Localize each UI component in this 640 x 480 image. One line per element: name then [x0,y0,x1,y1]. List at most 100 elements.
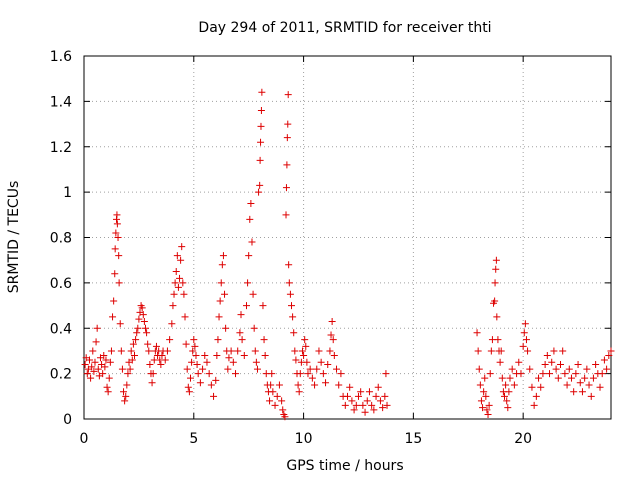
data-point [306,365,314,373]
data-point [319,370,327,378]
data-point [543,351,551,359]
data-point [372,392,380,400]
data-point [141,324,149,332]
data-point [248,238,256,246]
data-point [607,347,615,355]
data-point [528,383,536,391]
data-point [99,370,107,378]
data-point [232,370,240,378]
data-point [115,252,123,260]
x-tick-label: 5 [189,431,198,447]
data-point [583,365,591,373]
data-point [574,361,582,369]
data-point [116,320,124,328]
data-point [89,347,97,355]
data-point [493,313,501,321]
data-point [225,354,233,362]
data-point [508,365,516,373]
data-point [381,392,389,400]
data-point [114,234,122,241]
y-tick-label: 1 [63,185,72,201]
data-point [370,406,378,414]
data-point [524,347,532,355]
data-point [196,379,204,387]
data-point [229,358,237,366]
data-point [295,388,303,396]
data-point [127,347,135,355]
data-point [475,365,483,373]
data-point [113,211,121,219]
data-point [267,381,275,389]
data-point [93,324,101,332]
y-axis-title: SRMTID / TECUs [6,181,22,294]
data-point [292,356,300,364]
data-point [285,279,293,287]
data-point [546,370,554,378]
data-point [102,356,110,364]
data-point [285,261,293,269]
data-point [554,374,562,382]
data-point [157,361,165,369]
data-point [201,351,209,359]
data-point [317,358,325,366]
data-point [480,388,488,396]
data-point [365,388,373,396]
data-point [501,392,509,400]
data-point [327,331,335,339]
data-point [120,388,128,396]
data-point [570,388,578,396]
data-point [176,274,184,282]
data-point [548,358,556,366]
data-point [587,392,595,400]
data-point [335,381,343,389]
data-point [123,381,131,389]
data-point [552,365,560,373]
data-point [100,351,108,359]
data-point [145,347,153,355]
data-point [246,215,254,223]
data-point [194,370,202,378]
data-point [234,347,242,355]
x-tick-label: 20 [514,431,532,447]
data-point [121,397,129,405]
data-point [210,392,218,400]
y-tick-label: 0.2 [50,367,72,383]
y-tick-label: 0.6 [50,276,72,292]
data-point [242,302,250,310]
data-point [374,383,382,391]
data-point [92,338,100,346]
data-point [279,406,287,414]
data-point [559,347,567,355]
data-point [118,365,126,373]
data-point [222,324,230,332]
chart-title: Day 294 of 2011, SRMTID for receiver tht… [198,20,491,36]
data-point [282,211,290,219]
data-point [303,358,311,366]
data-point [112,229,120,237]
data-point [268,370,276,378]
data-point [81,361,89,369]
data-point [240,351,248,359]
data-point [284,91,292,99]
data-point [182,340,190,348]
data-point [288,302,296,310]
data-point [561,370,569,378]
data-point [361,408,369,416]
data-point [191,342,199,350]
data-point [109,313,117,321]
data-point [126,365,134,373]
data-point [494,336,502,344]
data-point [133,329,141,337]
data-point [510,381,518,389]
data-point [212,376,220,384]
data-point [498,374,506,382]
data-point [337,370,345,378]
data-point [350,406,358,414]
data-point [522,336,530,344]
data-point [139,311,147,319]
data-point [483,406,491,414]
data-point [359,401,367,409]
data-point [311,381,319,389]
data-point [258,88,266,96]
data-point [576,379,584,387]
